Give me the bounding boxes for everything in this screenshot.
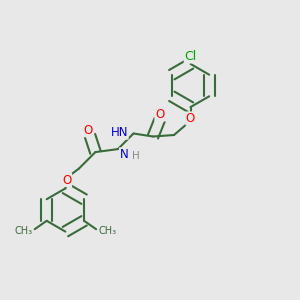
Text: O: O <box>155 108 164 121</box>
Text: CH₃: CH₃ <box>14 226 32 236</box>
Text: O: O <box>62 173 71 187</box>
Text: HN: HN <box>111 126 128 139</box>
Text: O: O <box>84 124 93 137</box>
Text: CH₃: CH₃ <box>98 226 117 236</box>
Text: O: O <box>186 112 195 125</box>
Text: H: H <box>132 151 140 161</box>
Text: Cl: Cl <box>184 50 196 63</box>
Text: N: N <box>119 148 128 161</box>
